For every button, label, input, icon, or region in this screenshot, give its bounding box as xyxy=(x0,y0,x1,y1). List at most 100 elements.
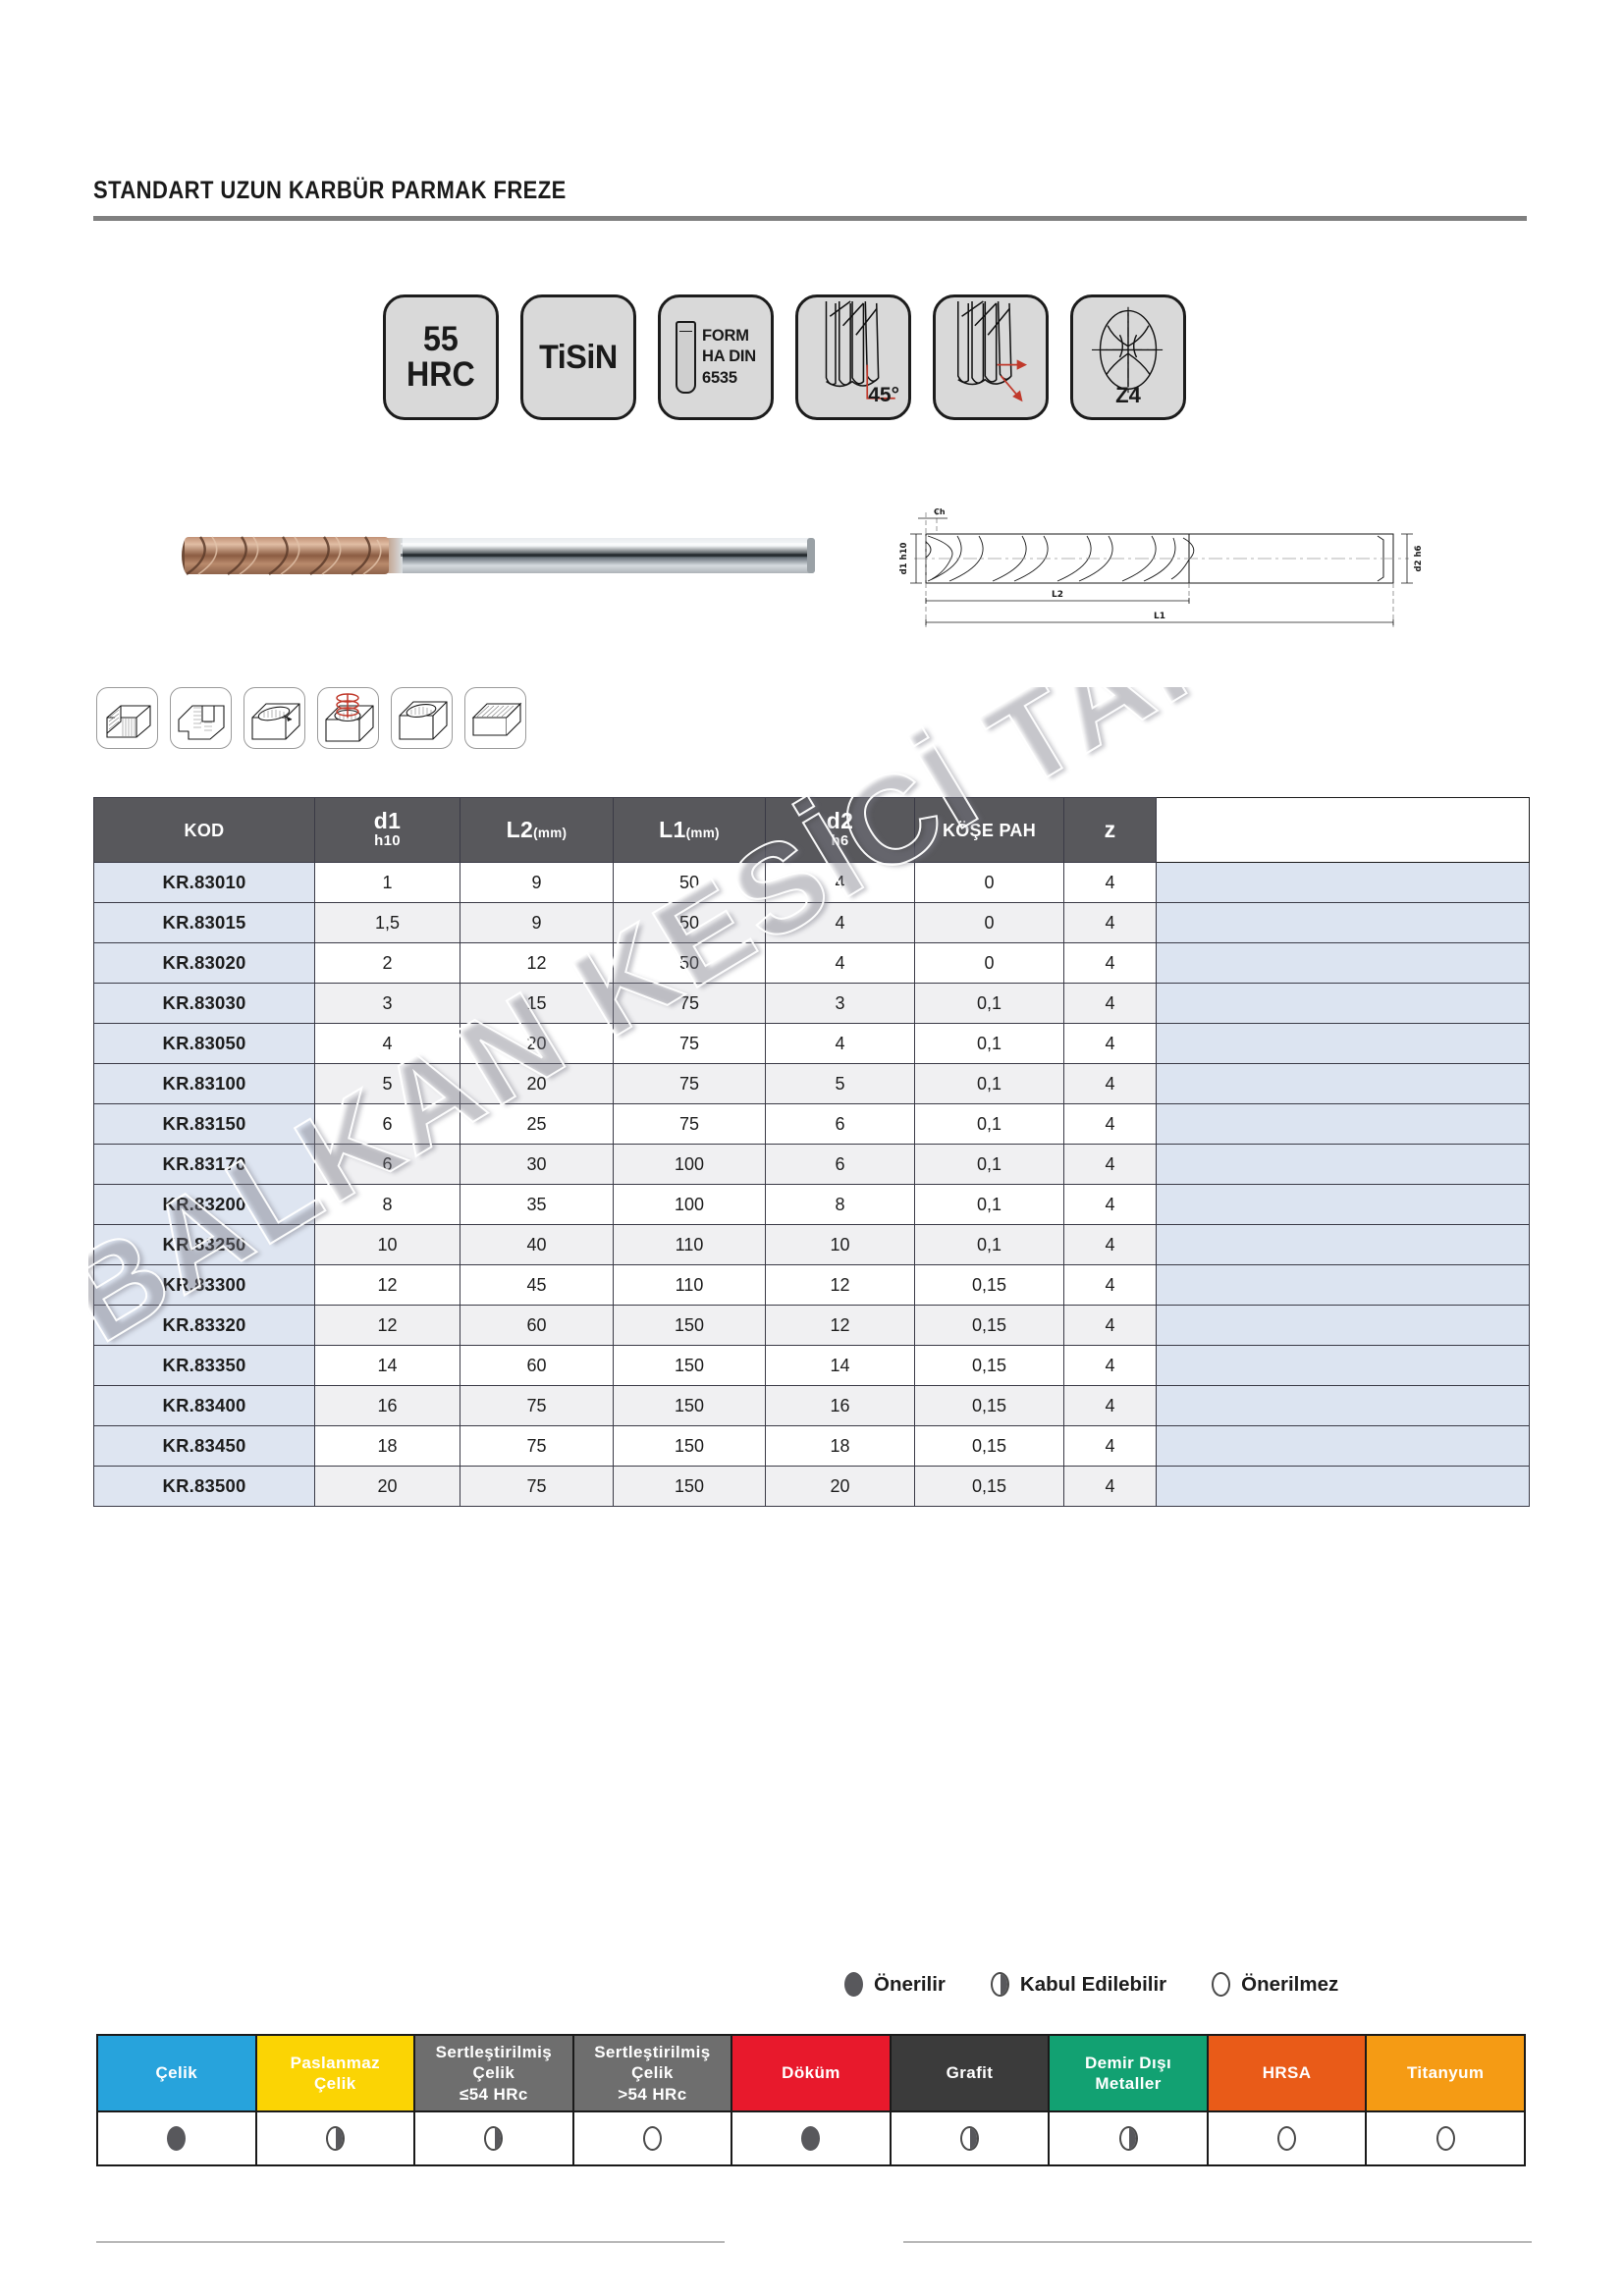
cell-kod: KR.83300 xyxy=(93,1264,315,1306)
cell-l2: 45 xyxy=(460,1264,614,1306)
dimension-label-ch: Ch xyxy=(934,507,946,516)
cell-kose: 0,1 xyxy=(914,1144,1064,1185)
col-header-l2: L2(mm) xyxy=(460,797,614,863)
hardness-badge-text: 55 HRC xyxy=(406,322,475,392)
hardness-badge: 55 HRC xyxy=(383,294,499,420)
operation-icons xyxy=(96,687,526,749)
material-header-row: Çelik Paslanmaz Çelik Sertleştirilmiş Çelik ≤… xyxy=(96,2034,1526,2112)
material-header-cell: Paslanmaz Çelik xyxy=(254,2034,416,2112)
shank-icon xyxy=(675,321,696,394)
footer-divider-right xyxy=(903,2241,1532,2243)
cell-kod: KR.83010 xyxy=(93,862,315,903)
cell-spacer xyxy=(1156,862,1530,903)
cell-kose: 0,15 xyxy=(914,1425,1064,1467)
cell-d1: 20 xyxy=(314,1466,460,1507)
material-rating-cell xyxy=(1048,2110,1209,2166)
cell-z: 4 xyxy=(1063,1063,1157,1104)
cell-l2: 60 xyxy=(460,1305,614,1346)
cell-l2: 25 xyxy=(460,1103,614,1145)
cell-kod: KR.83050 xyxy=(93,1023,315,1064)
cell-kose: 0 xyxy=(914,942,1064,984)
cell-z: 4 xyxy=(1063,1224,1157,1265)
cell-d1: 3 xyxy=(314,983,460,1024)
col-header-d2: d2 h6 xyxy=(765,797,915,863)
material-rating-cell xyxy=(731,2110,892,2166)
cell-l1: 50 xyxy=(613,902,766,943)
helical-interpolation-icon xyxy=(317,687,379,749)
col-header-kod: KOD xyxy=(93,797,315,863)
title-block: STANDART UZUN KARBÜR PARMAK FREZE xyxy=(93,177,1527,221)
legend-none-icon xyxy=(1212,1972,1231,1997)
table-row: KR.83250 10 40 110 10 0,1 4 xyxy=(93,1224,1530,1265)
cell-d2: 3 xyxy=(765,983,915,1024)
cell-spacer xyxy=(1156,1103,1530,1145)
cell-z: 4 xyxy=(1063,1466,1157,1507)
cell-l1: 110 xyxy=(613,1224,766,1265)
cutting-direction-badge xyxy=(933,294,1049,420)
helix-angle-badge: 45° xyxy=(795,294,911,420)
cell-d2: 18 xyxy=(765,1425,915,1467)
cell-kod: KR.83020 xyxy=(93,942,315,984)
feature-badges: 55 HRC TiSiN FORM HA DIN 6535 xyxy=(383,294,1186,420)
technical-drawing: Ch d1 h10 L2 L1 d2 h6 xyxy=(889,491,1438,648)
material-rating-cell xyxy=(413,2110,574,2166)
cell-d2: 5 xyxy=(765,1063,915,1104)
cell-d2: 12 xyxy=(765,1264,915,1306)
cell-l1: 150 xyxy=(613,1385,766,1426)
cell-d2: 4 xyxy=(765,902,915,943)
cell-kose: 0,15 xyxy=(914,1466,1064,1507)
legend-half-icon xyxy=(990,1972,1009,1997)
cell-z: 4 xyxy=(1063,1305,1157,1346)
cell-d1: 16 xyxy=(314,1385,460,1426)
cell-kod: KR.83250 xyxy=(93,1224,315,1265)
cell-z: 4 xyxy=(1063,1385,1157,1426)
cell-l2: 30 xyxy=(460,1144,614,1185)
cell-d2: 6 xyxy=(765,1144,915,1185)
cell-d1: 2 xyxy=(314,942,460,984)
material-header-cell: Sertleştirilmiş Çelik >54 HRc xyxy=(571,2034,733,2112)
cell-kod: KR.83015 xyxy=(93,902,315,943)
cell-spacer xyxy=(1156,1305,1530,1346)
material-rating-half-icon xyxy=(484,2126,504,2151)
material-header-cell: HRSA xyxy=(1206,2034,1368,2112)
specification-table: KOD d1 h10 L2(mm) L1(mm) d2 h6 KÖŞE PAH xyxy=(93,797,1530,1507)
cell-z: 4 xyxy=(1063,983,1157,1024)
cell-d1: 18 xyxy=(314,1425,460,1467)
cell-d1: 8 xyxy=(314,1184,460,1225)
table-header-row: KOD d1 h10 L2(mm) L1(mm) d2 h6 KÖŞE PAH xyxy=(93,797,1530,863)
material-rating-cell xyxy=(1206,2110,1368,2166)
cell-kose: 0,1 xyxy=(914,1063,1064,1104)
hardness-value: 55 xyxy=(423,320,459,359)
cell-z: 4 xyxy=(1063,862,1157,903)
legend-item: Önerilir xyxy=(844,1972,946,1997)
cell-l2: 12 xyxy=(460,942,614,984)
footer-divider-left xyxy=(96,2241,725,2243)
cell-l1: 150 xyxy=(613,1345,766,1386)
material-header-cell: Sertleştirilmiş Çelik ≤54 HRc xyxy=(413,2034,574,2112)
table-row: KR.83350 14 60 150 14 0,15 4 xyxy=(93,1345,1530,1386)
cell-spacer xyxy=(1156,942,1530,984)
cell-kod: KR.83200 xyxy=(93,1184,315,1225)
cell-d2: 12 xyxy=(765,1305,915,1346)
cell-kose: 0,15 xyxy=(914,1264,1064,1306)
cell-l1: 75 xyxy=(613,1103,766,1145)
cell-l2: 9 xyxy=(460,902,614,943)
cell-d2: 4 xyxy=(765,942,915,984)
cell-kose: 0,1 xyxy=(914,1023,1064,1064)
cell-d2: 10 xyxy=(765,1224,915,1265)
cell-spacer xyxy=(1156,1425,1530,1467)
cell-kod: KR.83400 xyxy=(93,1385,315,1426)
legend-label: Önerilmez xyxy=(1241,1972,1339,1996)
form-line-3: 6535 xyxy=(701,368,737,387)
material-rating-cell xyxy=(1365,2110,1526,2166)
material-rating-full-icon xyxy=(167,2126,187,2151)
cell-spacer xyxy=(1156,1184,1530,1225)
table-body: KR.83010 1 9 50 4 0 4 KR.83015 1,5 9 50 4 0 4 KR.83020… xyxy=(93,862,1530,1507)
coating-label: TiSiN xyxy=(539,338,618,376)
cell-spacer xyxy=(1156,1385,1530,1426)
dimension-label-d2: d2 h6 xyxy=(1414,545,1424,571)
dimension-label-d1: d1 h10 xyxy=(899,542,909,574)
cell-l1: 75 xyxy=(613,1063,766,1104)
contour-milling-icon xyxy=(391,687,453,749)
material-rating-none-icon xyxy=(1277,2126,1297,2151)
